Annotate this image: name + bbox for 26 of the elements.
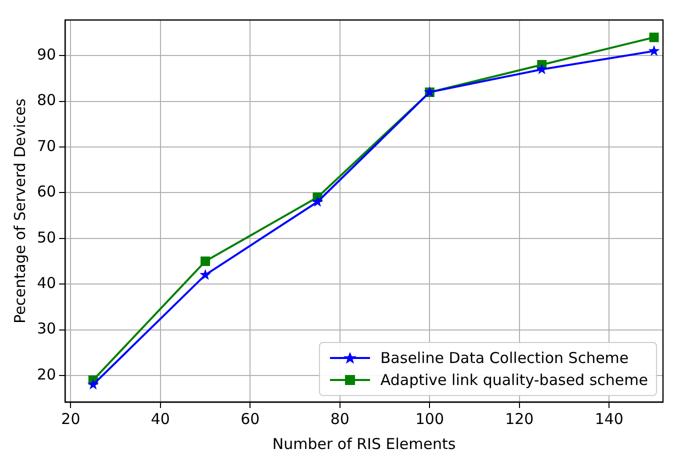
point bbox=[649, 32, 659, 42]
x-tick-label: 80 bbox=[330, 410, 350, 428]
y-tick-label: 50 bbox=[36, 228, 56, 246]
y-tick-label: 80 bbox=[36, 91, 56, 110]
x-tick-label: 120 bbox=[505, 410, 534, 428]
point bbox=[648, 45, 660, 56]
x-tick-label: 140 bbox=[594, 410, 624, 428]
legend-label: Adaptive link quality-based scheme bbox=[380, 370, 648, 391]
y-tick-label: 40 bbox=[36, 274, 56, 292]
point bbox=[200, 256, 210, 266]
x-tick-label: 100 bbox=[415, 410, 444, 428]
x-tick-label: 20 bbox=[61, 410, 80, 428]
x-axis-title: Number of RIS Elements bbox=[272, 434, 456, 453]
y-tick-label: 90 bbox=[36, 46, 56, 64]
point bbox=[312, 196, 324, 207]
point bbox=[87, 378, 99, 390]
point bbox=[536, 63, 548, 74]
x-tick-label: 40 bbox=[150, 410, 170, 428]
legend-label: Baseline Data Collection Scheme bbox=[380, 348, 629, 369]
y-tick-label: 70 bbox=[36, 136, 56, 155]
y-tick-label: 20 bbox=[36, 365, 56, 384]
point bbox=[200, 268, 212, 280]
y-axis-title: Pecentage of Serverd Devices bbox=[10, 98, 29, 324]
x-tick-label: 60 bbox=[240, 410, 260, 428]
y-tick-label: 30 bbox=[36, 320, 56, 338]
y-tick-label: 60 bbox=[36, 182, 56, 201]
